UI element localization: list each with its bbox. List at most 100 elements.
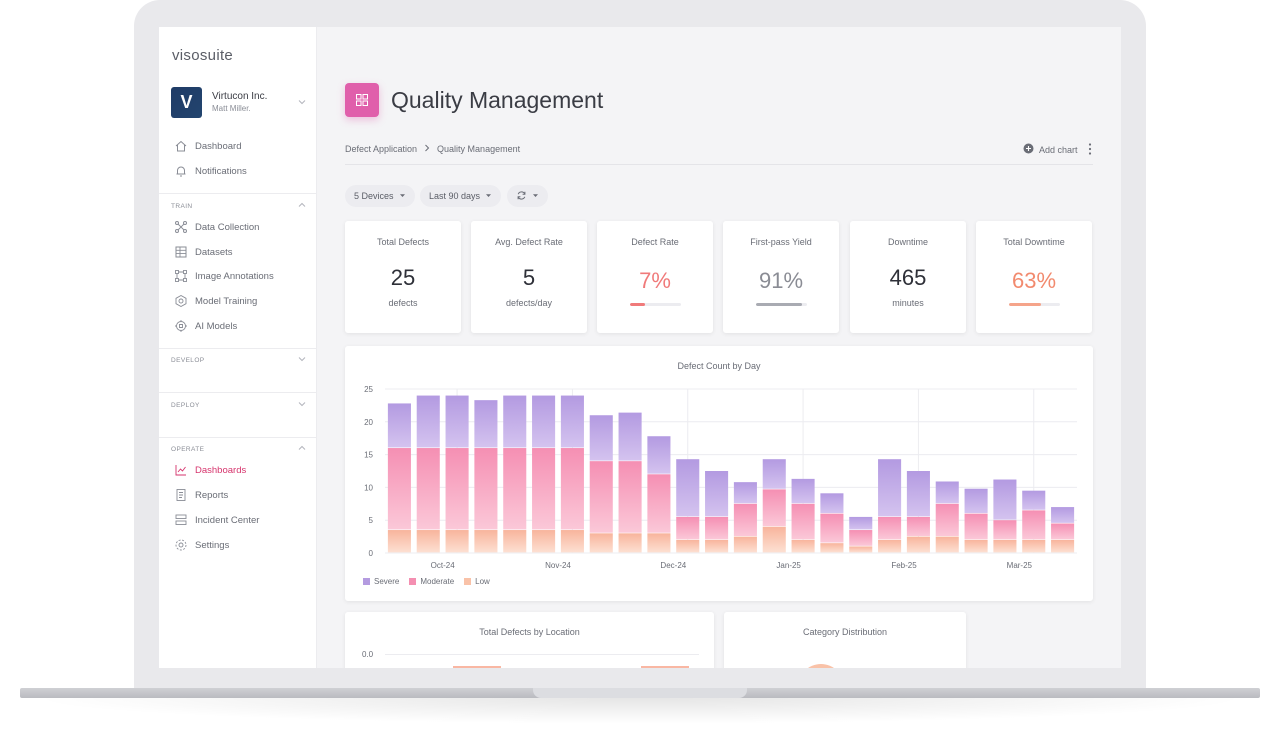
bar-segment-moderate	[445, 448, 469, 530]
sidebar-item-notifications[interactable]: Notifications	[174, 163, 247, 179]
legend-item-severe[interactable]: Severe	[363, 577, 399, 586]
x-tick-label: Mar-25	[1007, 561, 1033, 570]
legend-item-moderate[interactable]: Moderate	[409, 577, 454, 586]
sidebar-item-incident-center[interactable]: Incident Center	[174, 512, 259, 528]
sidebar-item-model-training[interactable]: Model Training	[174, 293, 257, 309]
bar-segment-severe	[762, 459, 786, 489]
sidebar-divider	[159, 193, 317, 194]
section-operate-header[interactable]: OPERATE	[171, 443, 307, 455]
bar-segment-severe	[560, 395, 584, 448]
sidebar-item-settings[interactable]: Settings	[174, 537, 229, 553]
sidebar-item-reports[interactable]: Reports	[174, 487, 228, 503]
legend-item-low[interactable]: Low	[464, 577, 490, 586]
bar-segment-moderate	[791, 503, 815, 540]
bar-segment-severe	[416, 395, 440, 448]
section-title: DEVELOP	[171, 356, 205, 364]
bar-segment-moderate	[589, 461, 613, 533]
bar-segment-low	[878, 539, 902, 553]
bar-segment-severe	[589, 415, 613, 461]
sidebar-item-label: Datasets	[195, 246, 233, 258]
header-divider	[345, 164, 1093, 165]
y-tick-label: 0	[369, 549, 374, 558]
kpi-unit: minutes	[892, 298, 924, 308]
bar-segment-moderate	[849, 530, 873, 546]
kpi-value: 91%	[758, 268, 804, 293]
sidebar-item-dashboards[interactable]: Dashboards	[174, 462, 246, 478]
add-chart-button[interactable]: Add chart	[1023, 143, 1078, 156]
bar-segment-severe	[647, 436, 671, 474]
caret-down-icon	[485, 191, 492, 201]
chevron-right-icon	[423, 144, 431, 154]
date-range-label: Last 90 days	[429, 191, 481, 201]
datasets-icon	[174, 245, 188, 259]
bell-icon	[174, 164, 188, 178]
bar-segment-low	[935, 536, 959, 553]
kpi-label: Avg. Defect Rate	[495, 237, 563, 247]
chevron-down-icon	[297, 97, 307, 107]
date-range-filter[interactable]: Last 90 days	[420, 185, 502, 207]
sidebar-item-data-collection[interactable]: Data Collection	[174, 219, 259, 235]
gridline	[385, 654, 699, 655]
card-title: Total Defects by Location	[479, 627, 580, 637]
section-develop-header[interactable]: DEVELOP	[171, 354, 307, 366]
section-train-header[interactable]: TRAIN	[171, 200, 307, 212]
kpi-defect-rate: Defect Rate 7%	[597, 221, 713, 333]
sidebar-item-image-annotations[interactable]: Image Annotations	[174, 268, 274, 284]
bar-segment-moderate	[560, 448, 584, 530]
bar-segment-low	[474, 530, 498, 553]
dashboard-grid-icon	[345, 83, 379, 117]
devices-filter[interactable]: 5 Devices	[345, 185, 415, 207]
chevron-up-icon	[297, 443, 307, 455]
breadcrumb-item[interactable]: Defect Application	[345, 144, 418, 154]
bar-segment-low	[993, 539, 1017, 553]
gear-icon	[174, 538, 188, 552]
bar-segment-moderate	[647, 474, 671, 533]
y-tick-label: 5	[369, 516, 374, 525]
org-avatar: V	[171, 86, 202, 118]
axis-tick-label: 0.0	[362, 650, 374, 659]
section-deploy-header[interactable]: DEPLOY	[171, 399, 307, 411]
bar-segment-severe	[474, 400, 498, 448]
bar-segment-severe	[676, 459, 700, 517]
x-tick-label: Dec-24	[660, 561, 686, 570]
sidebar-divider	[159, 348, 317, 349]
bar-segment-low	[762, 526, 786, 553]
bar-segment-low	[560, 530, 584, 553]
caret-down-icon	[399, 191, 406, 201]
bar-segment-severe	[791, 478, 815, 504]
sidebar-item-dashboard[interactable]: Dashboard	[174, 138, 241, 154]
bar-segment-severe	[618, 412, 642, 461]
bar	[453, 666, 501, 668]
kpi-unit: defects	[388, 298, 418, 308]
bar-segment-severe	[1051, 507, 1075, 523]
kpi-value: 25	[390, 265, 416, 290]
y-tick-label: 25	[364, 385, 373, 394]
data-collection-icon	[174, 220, 188, 234]
bar-segment-severe	[532, 395, 556, 448]
kpi-total-downtime: Total Downtime 63%	[976, 221, 1092, 333]
reports-icon	[174, 488, 188, 502]
more-options-icon[interactable]	[1087, 142, 1093, 156]
bar-segment-moderate	[1051, 523, 1075, 540]
bar-segment-low	[676, 539, 700, 553]
refresh-button[interactable]	[507, 185, 548, 207]
bar-segment-severe	[993, 479, 1017, 520]
section-title: DEPLOY	[171, 401, 200, 409]
kpi-first-pass-yield: First-pass Yield 91%	[723, 221, 839, 333]
plus-circle-icon	[1023, 143, 1034, 156]
kpi-value: 465	[889, 265, 927, 290]
category-distribution-card: Category Distribution	[724, 612, 966, 668]
bar-segment-severe	[820, 493, 844, 514]
sidebar-item-datasets[interactable]: Datasets	[174, 244, 233, 260]
org-switcher[interactable]: V Virtucon Inc. Matt Miller.	[171, 85, 307, 119]
bar-segment-severe	[445, 395, 469, 448]
app-logo: visosuite	[172, 47, 234, 64]
sidebar-item-ai-models[interactable]: AI Models	[174, 318, 237, 334]
kpi-label: Downtime	[887, 237, 928, 247]
kpi-label: First-pass Yield	[750, 237, 812, 247]
dashboards-icon	[174, 463, 188, 477]
bar-segment-low	[503, 530, 527, 553]
defect-count-chart: 0 5 10 15 20 25 Oct-24 Nov-24 Dec-24 Jan-25 Feb-25…	[364, 385, 1077, 570]
bar-segment-moderate	[705, 516, 729, 540]
home-icon	[174, 139, 188, 153]
